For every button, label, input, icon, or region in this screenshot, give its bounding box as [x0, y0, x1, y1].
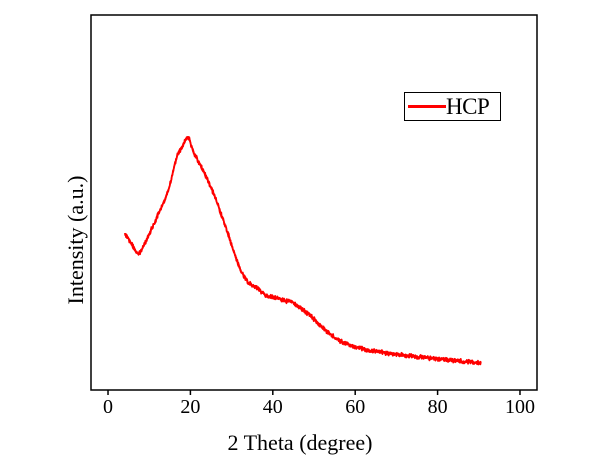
legend-label: HCP	[446, 94, 490, 119]
x-tick-label: 60	[345, 396, 365, 418]
data-curves	[124, 135, 482, 366]
x-tick-label: 100	[505, 396, 535, 418]
x-axis-ticks: 0 20 40 60 80 100	[103, 390, 535, 418]
x-tick-label: 80	[428, 396, 448, 418]
x-tick-label: 40	[263, 396, 283, 418]
x-axis-label: 2 Theta (degree)	[227, 430, 373, 455]
plot-frame	[90, 14, 538, 391]
x-tick-label: 0	[103, 396, 113, 418]
y-axis-label: Intensity (a.u.)	[63, 175, 88, 305]
x-tick-label: 20	[180, 396, 200, 418]
legend: HCP	[404, 92, 501, 121]
curve-hcp	[124, 135, 482, 366]
legend-line-swatch	[408, 105, 446, 108]
curve-hcp	[124, 136, 482, 366]
